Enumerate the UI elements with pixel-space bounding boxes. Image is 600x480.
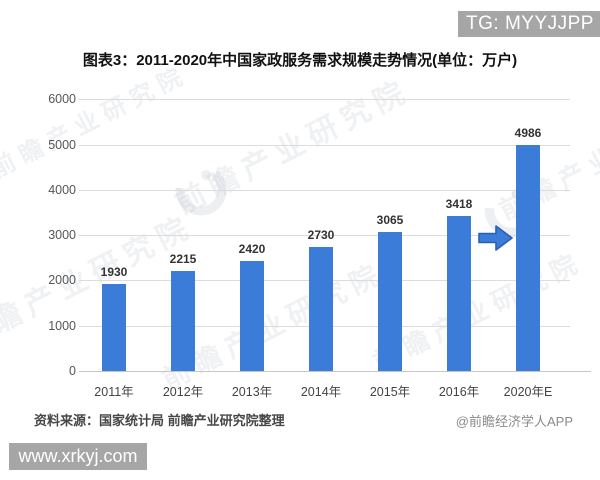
y-axis-label: 4000 [48,182,76,197]
y-axis-label: 5000 [48,137,76,152]
x-axis-label: 2014年 [300,385,342,399]
bar-value-label: 2420 [238,242,266,256]
gridline [79,189,570,191]
bar [171,271,195,371]
y-axis-label: 1000 [48,318,76,333]
bar-value-label: 1930 [100,265,128,279]
chart-title: 图表3：2011-2020年中国家政服务需求规模走势情况(单位：万户) [82,52,518,69]
gridline [79,144,570,146]
bar-value-label: 2730 [307,228,335,242]
gridline [79,99,570,101]
trend-arrow-icon [478,225,513,251]
x-axis-label: 2020年E [503,385,553,399]
bar [240,261,264,371]
y-axis-label: 3000 [48,228,76,243]
credit-note: @前瞻经济学人APP [455,414,573,429]
x-axis-line [79,371,591,372]
bar [378,232,402,371]
bar [102,284,126,371]
bar [309,247,333,371]
bar-value-label: 4986 [514,126,542,140]
bar [447,216,471,371]
x-axis-label: 2013年 [231,385,273,399]
y-axis-label: 2000 [48,273,76,288]
x-axis-label: 2012年 [162,385,204,399]
gridline [79,235,570,237]
bar [516,145,540,371]
data-source-note: 资料来源：国家统计局 前瞻产业研究院整理 [34,413,285,428]
y-axis-label: 0 [69,364,76,378]
x-axis-label: 2011年 [94,385,134,399]
bar-value-label: 3418 [445,197,473,211]
website-watermark-banner: www.xrkyj.com [9,443,147,470]
telegram-watermark-banner: TG: MYYJJPP [458,11,600,37]
bar-value-label: 2215 [169,252,197,266]
y-axis-label: 6000 [48,92,76,107]
bar-value-label: 3065 [376,213,404,227]
x-axis-label: 2016年 [438,385,480,399]
x-axis-label: 2015年 [369,385,411,399]
